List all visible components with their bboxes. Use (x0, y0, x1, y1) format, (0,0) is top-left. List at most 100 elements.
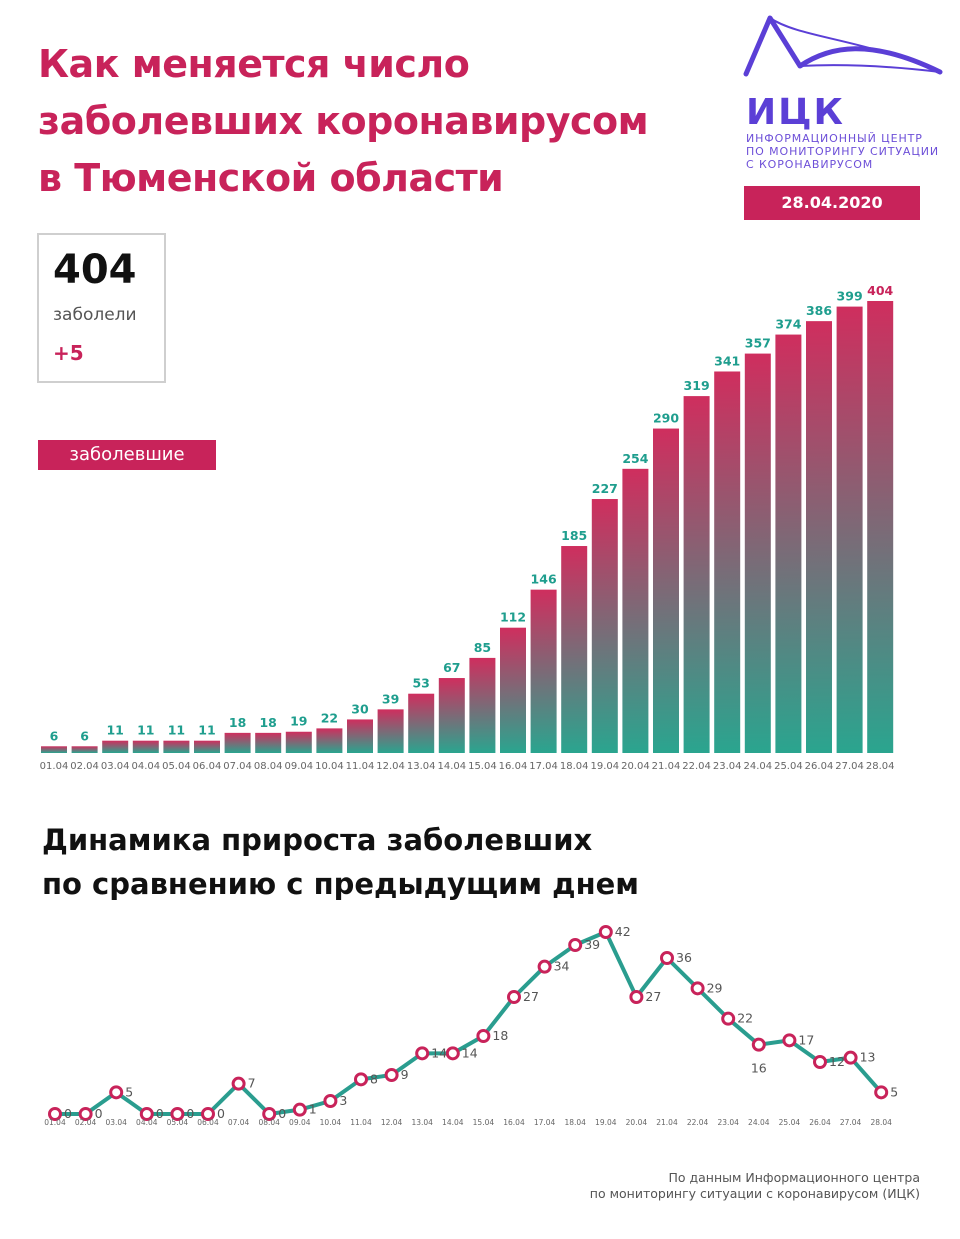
x-tick-label: 11.04 (350, 1118, 372, 1127)
point-value-label: 0 (186, 1106, 194, 1121)
stat-box: 404 заболели +5 (37, 233, 166, 383)
stat-label: заболели (53, 305, 137, 325)
x-tick-label: 19.04 (595, 1118, 617, 1127)
x-tick-label: 08.04 (258, 1118, 280, 1127)
bar-value-label: 18 (259, 715, 276, 730)
x-tick-label: 03.04 (101, 761, 130, 772)
point-value-label: 0 (95, 1106, 103, 1121)
x-tick-label: 01.04 (40, 761, 69, 772)
data-point (476, 1029, 491, 1043)
bar (285, 731, 312, 753)
point-value-label: 13 (860, 1050, 876, 1065)
point-value-label: 7 (248, 1076, 256, 1091)
bar (255, 732, 282, 753)
data-point (262, 1107, 277, 1121)
point-value-label: 18 (492, 1028, 508, 1043)
point-value-label: 34 (554, 959, 570, 974)
x-tick-label: 22.04 (687, 1118, 709, 1127)
bar-value-label: 290 (653, 411, 679, 426)
bar-value-label: 399 (837, 289, 863, 304)
logo-subtitle-line: С КОРОНАВИРУСОМ (746, 158, 874, 171)
bar (163, 740, 190, 753)
bar-value-label: 357 (745, 336, 771, 351)
data-point (568, 938, 583, 952)
point-value-label: 0 (64, 1106, 72, 1121)
point-value-label: 1 (309, 1102, 317, 1117)
x-tick-label: 05.04 (162, 761, 191, 772)
x-tick-label: 18.04 (560, 761, 589, 772)
x-tick-label: 12.04 (381, 1118, 403, 1127)
x-tick-label: 15.04 (473, 1118, 495, 1127)
bar (775, 334, 802, 753)
stat-delta: +5 (53, 341, 84, 365)
bar-value-label: 85 (474, 640, 491, 655)
bar-value-label: 11 (137, 723, 154, 738)
bar (867, 301, 894, 753)
point-value-label: 14 (431, 1045, 447, 1060)
bar (469, 657, 496, 753)
series-line (55, 930, 883, 1116)
data-point (231, 1076, 246, 1091)
point-value-label: 14 (462, 1045, 478, 1060)
stat-total: 404 (53, 247, 137, 293)
bar-value-label: 19 (290, 714, 307, 729)
x-tick-label: 13.04 (407, 761, 436, 772)
bar (530, 589, 557, 753)
growth-chart-title: Динамика прироста заболевших по сравнени… (42, 818, 742, 906)
data-point (690, 981, 705, 996)
source-line: По данным Информационного центра (668, 1170, 920, 1185)
x-tick-label: 24.04 (748, 1118, 770, 1127)
title-line: в Тюменской области (38, 156, 504, 200)
x-tick-label: 02.04 (70, 761, 99, 772)
bar-value-label: 11 (106, 723, 123, 738)
bar-value-label: 386 (806, 303, 832, 318)
point-value-label: 5 (890, 1084, 898, 1099)
data-point (751, 1037, 766, 1052)
data-point (598, 925, 613, 939)
x-tick-label: 07.04 (223, 761, 252, 772)
point-value-label: 36 (676, 950, 692, 965)
point-value-label: 42 (615, 924, 631, 939)
data-point (660, 951, 674, 965)
x-tick-label: 08.04 (254, 761, 283, 772)
bar-value-label: 53 (412, 676, 429, 691)
x-tick-label: 14.04 (442, 1118, 464, 1127)
bar-value-label: 374 (775, 317, 801, 332)
x-tick-label: 21.04 (656, 1118, 678, 1127)
point-value-label: 9 (401, 1067, 409, 1082)
growth-line-chart: 001.04002.04503.04004.04005.04006.04707.… (44, 924, 898, 1127)
x-tick-label: 06.04 (197, 1118, 219, 1127)
growth-title-line: по сравнению с предыдущим днем (42, 867, 640, 901)
bar-value-label: 11 (168, 723, 185, 738)
x-tick-label: 04.04 (131, 761, 160, 772)
point-value-label: 16 (751, 1061, 767, 1076)
bar-value-label: 11 (198, 723, 215, 738)
data-point (48, 1107, 62, 1121)
x-tick-label: 13.04 (411, 1118, 433, 1127)
bar-value-label: 22 (321, 710, 338, 725)
bar (836, 306, 863, 753)
bar (132, 740, 159, 753)
x-tick-label: 02.04 (75, 1118, 97, 1127)
bar (194, 740, 220, 753)
series-legend-badge: заболевшие (38, 440, 216, 470)
bar (102, 740, 129, 753)
point-value-label: 29 (707, 980, 723, 995)
x-tick-label: 20.04 (626, 1118, 648, 1127)
data-point (292, 1102, 307, 1117)
x-tick-label: 26.04 (809, 1118, 831, 1127)
data-point (78, 1107, 93, 1121)
logo-subtitle-line: ИНФОРМАЦИОННЫЙ ЦЕНТР (746, 132, 923, 145)
date-badge: 28.04.2020 (744, 186, 920, 220)
x-tick-label: 17.04 (529, 761, 558, 772)
bar (41, 746, 67, 753)
x-tick-label: 04.04 (136, 1118, 158, 1127)
point-value-label: 0 (156, 1106, 164, 1121)
data-point (813, 1055, 827, 1069)
x-tick-label: 19.04 (590, 761, 619, 772)
x-tick-label: 25.04 (779, 1118, 801, 1127)
bar-value-label: 341 (714, 353, 740, 368)
x-tick-label: 17.04 (534, 1118, 556, 1127)
x-tick-label: 22.04 (682, 761, 711, 772)
point-value-label: 0 (217, 1106, 225, 1121)
